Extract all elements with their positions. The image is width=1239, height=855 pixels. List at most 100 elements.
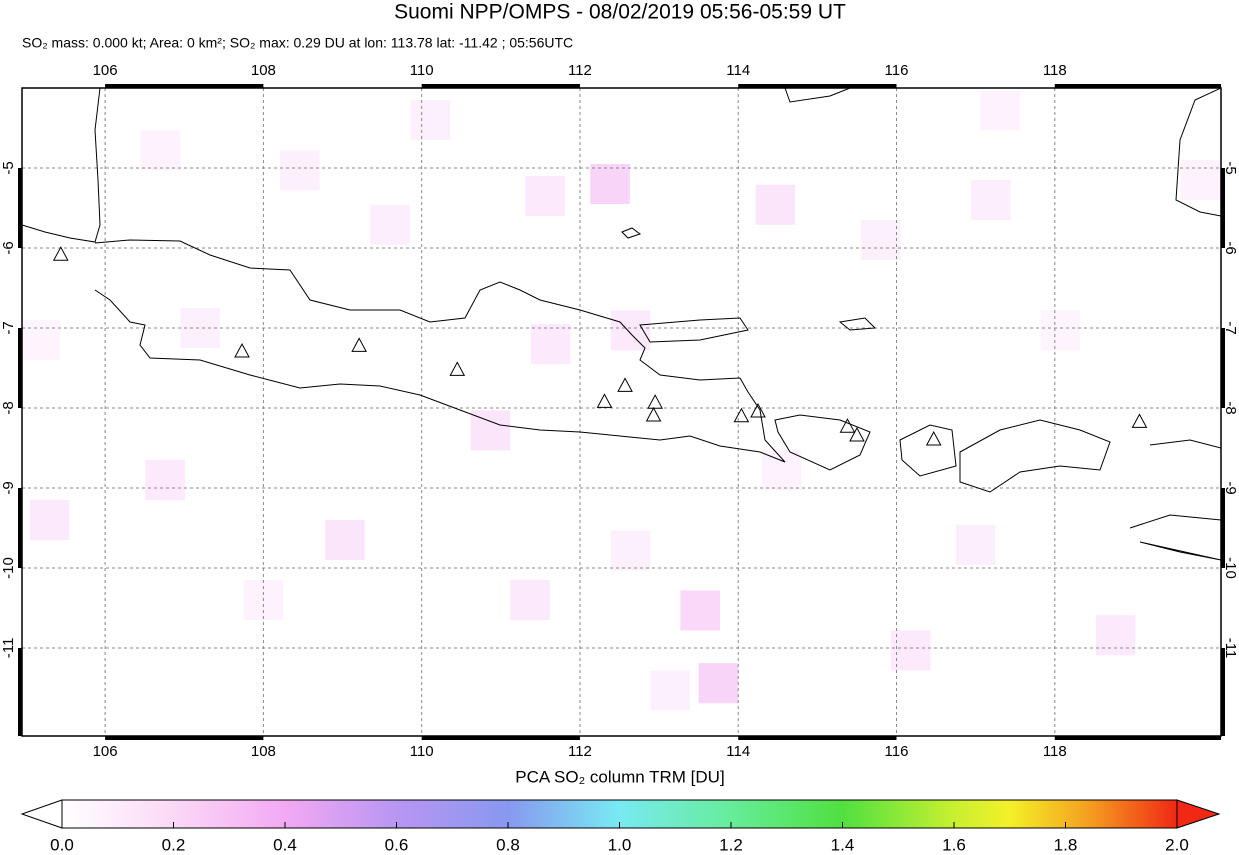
so2-cell xyxy=(698,663,739,704)
y-tick-label: -6 xyxy=(1222,241,1239,254)
volcano-marker xyxy=(351,337,367,352)
so2-cell xyxy=(280,150,320,191)
so2-cell xyxy=(955,524,996,565)
so2-cell xyxy=(1180,160,1221,200)
x-tick-label: 116 xyxy=(885,743,909,760)
so2-cell xyxy=(510,580,550,620)
y-tick-label: -8 xyxy=(0,401,17,414)
so2-cell xyxy=(410,100,451,140)
x-tick-label: 118 xyxy=(1043,743,1067,760)
colorbar-tick-label: 0.6 xyxy=(385,835,409,854)
so2-cell xyxy=(970,180,1011,220)
y-tick-label: -10 xyxy=(1222,557,1239,579)
frame-bar xyxy=(105,736,264,740)
frame-bar xyxy=(738,736,897,740)
y-tick-label: -5 xyxy=(1222,161,1239,174)
frame-bar xyxy=(1054,84,1221,88)
so2-cell xyxy=(890,630,931,671)
colorbar-tick-label: 1.2 xyxy=(719,835,743,854)
colorbar-tick-label: 1.4 xyxy=(831,835,855,854)
colorbar-tick-label: 1.8 xyxy=(1054,835,1078,854)
so2-cell xyxy=(680,590,721,631)
subtitle: SO₂ mass: 0.000 kt; Area: 0 km²; SO₂ max… xyxy=(22,35,573,51)
so2-cell xyxy=(1095,615,1136,656)
volcano-marker xyxy=(925,430,942,446)
so2-cell xyxy=(610,530,651,571)
y-tick-label: -9 xyxy=(1222,481,1239,494)
y-tick-label: -10 xyxy=(0,557,17,579)
frame-bar xyxy=(1221,488,1225,568)
coastlines xyxy=(22,88,1221,561)
x-tick-label: 108 xyxy=(251,743,276,760)
so2-cell xyxy=(761,450,802,491)
volcano-marker xyxy=(645,406,662,422)
x-tick-label: 106 xyxy=(93,62,118,79)
y-tick-label: -8 xyxy=(1222,401,1239,414)
so2-cell xyxy=(145,460,186,500)
so2-cell xyxy=(590,164,630,204)
x-tick-label: 112 xyxy=(568,62,592,79)
frame-bar xyxy=(1054,736,1221,740)
volcano-marker xyxy=(647,394,663,409)
x-tick-label: 118 xyxy=(1043,62,1067,79)
volcano-marker xyxy=(617,377,633,392)
so2-cell xyxy=(22,320,60,360)
colorbar-tick-label: 0.2 xyxy=(162,835,186,854)
x-tick-label: 106 xyxy=(93,743,118,760)
colorbar-under-arrow xyxy=(20,799,63,829)
so2-cell xyxy=(370,204,410,245)
so2-cell xyxy=(610,310,651,351)
frame-bar xyxy=(18,328,22,408)
so2-cell xyxy=(325,520,365,560)
so2-cell xyxy=(755,184,796,225)
colorbar-tick-label: 1.0 xyxy=(608,835,632,854)
volcano-marker xyxy=(1131,413,1148,428)
frame-bar xyxy=(738,84,897,88)
so2-cell xyxy=(140,130,181,171)
colorbar-tick-label: 2.0 xyxy=(1165,835,1189,854)
frame-bar xyxy=(421,736,580,740)
volcano-marker xyxy=(733,407,750,423)
x-tick-label: 114 xyxy=(726,62,750,79)
volcano-marker xyxy=(839,418,856,433)
frame-bar xyxy=(18,648,22,736)
so2-cell xyxy=(650,670,690,711)
frame-bar xyxy=(18,168,22,248)
colorbar-tick-label: 0.8 xyxy=(496,835,520,854)
volcano-marker xyxy=(52,246,69,261)
x-tick-label: 114 xyxy=(726,743,750,760)
frame-bar xyxy=(18,488,22,568)
frame-bar xyxy=(421,84,580,88)
colorbar-over-arrow xyxy=(1176,799,1221,829)
volcano-marker xyxy=(234,342,250,358)
so2-cell xyxy=(530,324,571,364)
x-tick-label: 110 xyxy=(410,743,434,760)
frame-bar xyxy=(1221,648,1225,736)
x-tick-label: 110 xyxy=(410,62,434,79)
volcano-marker xyxy=(449,361,466,376)
y-tick-label: -6 xyxy=(0,241,17,254)
colorbar-tick-label: 1.6 xyxy=(942,835,966,854)
y-tick-label: -7 xyxy=(1222,321,1239,334)
colorbar-tick-label: 0.4 xyxy=(273,835,297,854)
so2-cell xyxy=(1040,310,1081,351)
y-tick-label: -5 xyxy=(0,161,17,174)
volcano-marker xyxy=(596,393,613,408)
so2-cell xyxy=(29,500,70,540)
title: Suomi NPP/OMPS - 08/02/2019 05:56-05:59 … xyxy=(394,1,846,24)
frame-bar xyxy=(1221,168,1225,248)
x-tick-label: 108 xyxy=(251,62,276,79)
frame-bar xyxy=(105,84,264,88)
y-tick-label: -7 xyxy=(0,321,17,334)
so2-cell xyxy=(860,220,901,260)
x-tick-label: 116 xyxy=(885,62,909,79)
colorbar-label: PCA SO₂ column TRM [DU] xyxy=(515,767,724,786)
map-frame xyxy=(21,87,1222,737)
colorbar-tick-label: 0.0 xyxy=(50,835,74,854)
y-tick-label: -11 xyxy=(1222,638,1239,659)
y-tick-label: -11 xyxy=(0,638,17,659)
so2-cell xyxy=(525,176,565,216)
y-tick-label: -9 xyxy=(0,481,17,494)
volcano-marker xyxy=(849,426,865,442)
